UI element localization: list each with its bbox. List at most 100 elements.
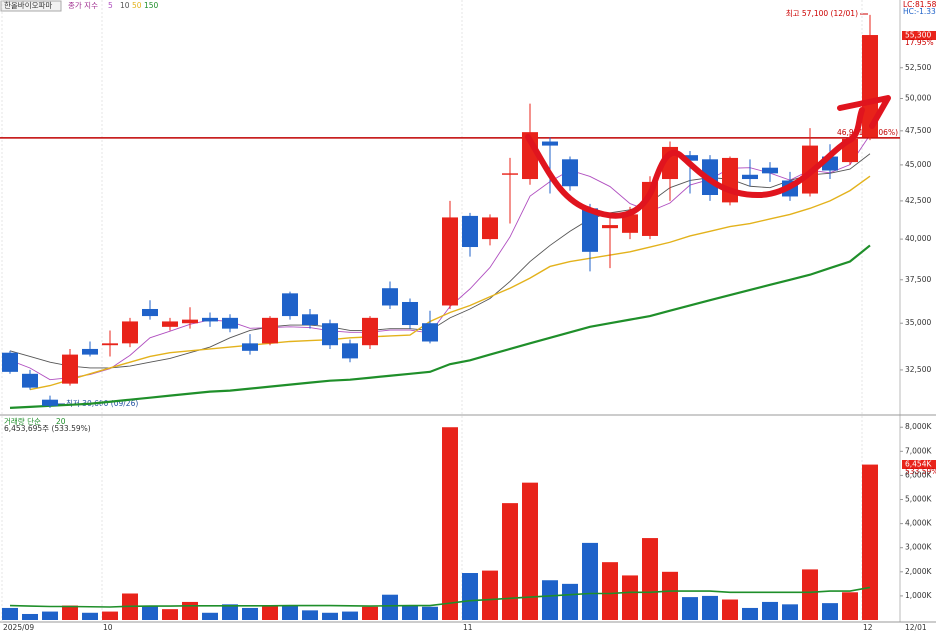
candle-body	[2, 352, 18, 372]
candle-body	[222, 317, 238, 329]
volume-bar	[722, 599, 738, 620]
volume-bar	[102, 611, 118, 620]
volume-bar	[362, 606, 378, 620]
volume-bar	[22, 613, 38, 620]
candle-body	[682, 155, 698, 161]
volume-bar	[482, 570, 498, 620]
candle-body	[122, 321, 138, 344]
candle-body	[382, 288, 398, 306]
volume-bar	[422, 606, 438, 620]
volume-bar	[762, 601, 778, 620]
volume-bar	[782, 604, 798, 620]
legend-entry: 50	[132, 1, 142, 10]
y-tick-label: 4,000K	[905, 519, 932, 528]
legend-entry: 10	[120, 1, 130, 10]
y-tick-label: 42,500	[905, 196, 931, 205]
volume-bar	[282, 605, 298, 620]
candle-body	[242, 343, 258, 351]
candle-body	[862, 35, 878, 138]
volume-tag-box	[902, 460, 936, 469]
candle-body	[602, 225, 618, 229]
candle-body	[262, 317, 278, 344]
candle-body	[22, 373, 38, 388]
candle-body	[542, 141, 558, 146]
candle-body	[362, 317, 378, 346]
volume-bar	[182, 601, 198, 620]
volume-bar	[222, 604, 238, 620]
volume-bar	[802, 569, 818, 620]
chart-title: 한올바이오파마	[4, 0, 52, 10]
candle-body	[202, 317, 218, 322]
volume-bar	[642, 538, 658, 620]
volume-tag-pct: 533.59%	[905, 467, 936, 476]
volume-bar	[2, 607, 18, 620]
corner-note: LC:81.58	[903, 0, 936, 9]
candle-body	[722, 157, 738, 203]
moving-average	[29, 175, 871, 391]
x-tick-label: 11	[463, 623, 473, 632]
candle-body	[282, 293, 298, 317]
volume-bar	[862, 464, 878, 620]
candle-body	[342, 343, 358, 359]
last-price-box	[902, 31, 936, 40]
corner-note: HC:-1.33	[903, 7, 936, 16]
volume-bar	[42, 611, 58, 620]
volume-bar	[822, 603, 838, 620]
candle-body	[422, 323, 438, 342]
candle-body	[302, 314, 318, 326]
volume-bar	[742, 607, 758, 620]
candle-body	[442, 217, 458, 306]
title-box[interactable]	[0, 0, 62, 12]
candle-body	[762, 167, 778, 174]
volume-bar	[502, 503, 518, 620]
x-tick-label: 10	[103, 623, 113, 632]
volume-bar	[82, 612, 98, 620]
last-change-tag: 17.95%	[905, 38, 934, 47]
cursor-date: 12/01	[905, 623, 927, 632]
y-tick-label: 2,000K	[905, 567, 932, 576]
y-tick-label: 5,000K	[905, 495, 932, 504]
y-tick-label: 47,500	[905, 126, 931, 135]
volume-bar	[602, 562, 618, 620]
candle-body	[742, 174, 758, 180]
volume-bar	[242, 607, 258, 620]
x-tick-label: 12	[863, 623, 873, 632]
volume-bar	[62, 605, 78, 620]
y-tick-label: 35,000	[905, 318, 931, 327]
last-price-tag: 55,300	[905, 31, 931, 40]
hand-drawn-arrow	[837, 95, 891, 129]
volume-average	[9, 586, 871, 608]
candle-body	[622, 214, 638, 233]
candle-body	[322, 323, 338, 346]
candle-body	[162, 321, 178, 327]
moving-average	[9, 244, 871, 409]
volume-bar	[262, 605, 278, 620]
volume-subtitle: 6,453,695주 (533.59%)	[4, 424, 91, 433]
candle-body	[62, 354, 78, 384]
volume-tag: 6,454K	[905, 460, 932, 469]
y-tick-label: 45,000	[905, 160, 931, 169]
volume-bar	[542, 580, 558, 620]
legend-entry: 5	[108, 1, 113, 10]
volume-bar	[442, 427, 458, 620]
volume-bar	[382, 594, 398, 620]
volume-bar	[342, 611, 358, 620]
high-note: 최고 57,100 (12/01)	[786, 8, 858, 18]
volume-bar	[522, 482, 538, 620]
x-tick-label: 2025/09	[3, 623, 34, 632]
volume-bar	[622, 575, 638, 620]
volume-bar	[142, 605, 158, 620]
volume-bar	[202, 612, 218, 620]
y-tick-label: 52,500	[905, 63, 931, 72]
volume-bar	[582, 542, 598, 620]
volume-bar	[842, 592, 858, 620]
candle-body	[502, 173, 518, 175]
volume-bar	[322, 612, 338, 620]
candle-body	[582, 208, 598, 252]
volume-bar	[702, 595, 718, 620]
candle-body	[402, 301, 418, 326]
candle-body	[482, 217, 498, 240]
volume-bar	[402, 605, 418, 620]
